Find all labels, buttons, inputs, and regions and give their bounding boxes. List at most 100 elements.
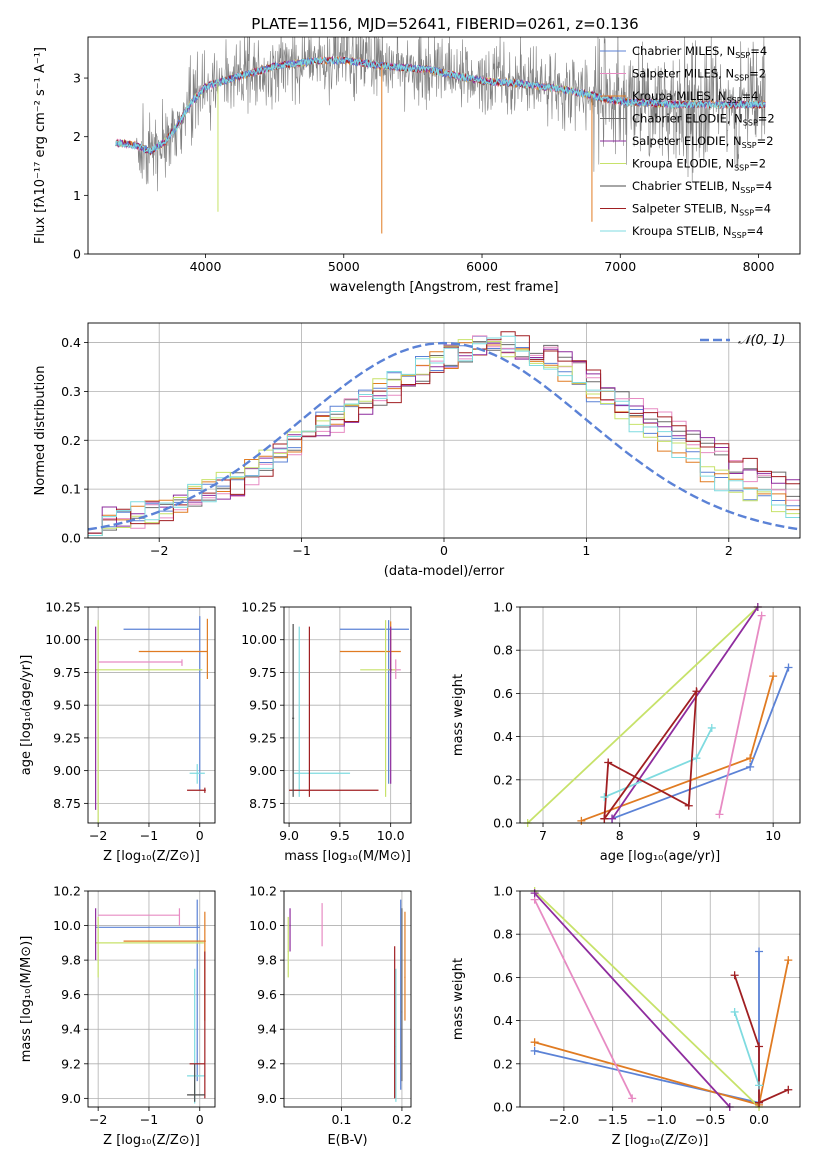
- axes-frame: [519, 606, 801, 824]
- legend-label: Chabrier MILES, NSSP=4: [632, 44, 767, 60]
- weight-marker: [530, 1038, 539, 1047]
- tick-label-x: 5000: [328, 259, 360, 274]
- tick-label-y: 0.8: [493, 927, 513, 942]
- weight-marker: [628, 1094, 637, 1103]
- weight-line: [533, 891, 760, 1107]
- legend-label: Kroupa STELIB, NSSP=4: [632, 224, 763, 240]
- tick-label-y: 0.6: [493, 970, 513, 985]
- tick-label-y: 0.6: [493, 686, 513, 701]
- tick-label-x: −1.0: [646, 1112, 676, 1127]
- tick-label-x: 10.0: [377, 828, 405, 843]
- axes-frame: [283, 890, 412, 1108]
- tick-label-y: 0: [73, 247, 81, 262]
- tick-label-y: 9.0: [61, 1091, 81, 1106]
- tick-label-y: 0.2: [493, 1056, 513, 1071]
- tick-label-y: 9.50: [249, 698, 277, 713]
- tick-label-y: 0.0: [61, 531, 81, 546]
- tick-label-y: 9.2: [257, 1056, 277, 1071]
- y-axis-label: age [log₁₀(age/yr)]: [19, 655, 34, 776]
- tick-label-y: 9.8: [61, 953, 81, 968]
- weight-marker: [608, 814, 617, 823]
- legend-label: Salpeter ELODIE, NSSP=2: [632, 134, 774, 150]
- weight-line: [718, 615, 763, 815]
- axes-frame: [87, 322, 801, 539]
- tick-label-x: 0.2: [392, 1112, 412, 1127]
- tick-label-y: 0.2: [61, 433, 81, 448]
- legend-label: Salpeter MILES, NSSP=2: [632, 67, 766, 83]
- x-axis-label: mass [log₁₀(M/M⊙)]: [284, 849, 411, 864]
- tick-label-y: 9.8: [257, 953, 277, 968]
- plot-content: [284, 891, 411, 1107]
- plot-content: [88, 891, 215, 1107]
- y-axis-label: mass [log₁₀(M/M⊙)]: [19, 936, 34, 1063]
- x-axis-label: Z [log₁₀(Z/Z⊙)]: [103, 849, 200, 864]
- panel-weight_vs_age: 7 8 9 10 0.0 0.2 0.4 0.6 0.8 1.0 age [log₁₀(age/yr…: [451, 600, 801, 864]
- tick-label-x: −1: [292, 543, 310, 558]
- tick-label-x: −2: [150, 543, 168, 558]
- weight-marker: [577, 816, 586, 825]
- tick-label-x: 9.0: [279, 828, 299, 843]
- tick-label-y: 0.8: [493, 643, 513, 658]
- weight-marker: [692, 754, 701, 763]
- weight-line: [733, 1011, 760, 1086]
- x-axis-label: (data-model)/error: [384, 564, 505, 579]
- weight-line: [533, 899, 634, 1099]
- weight-marker: [692, 687, 701, 696]
- x-axis-label: Z [log₁₀(Z/Z⊙)]: [103, 1133, 200, 1148]
- panel-mass_vs_ebv: 0.1 0.2 9.0 9.2 9.4 9.6 9.8 10.0 10.2 E(B-V): [249, 884, 412, 1149]
- tick-label-y: 9.25: [53, 730, 81, 745]
- tick-label-y: 2: [73, 129, 81, 144]
- tick-label-y: 0.0: [493, 1100, 513, 1115]
- tick-label-x: 9.5: [330, 828, 350, 843]
- tick-label-y: 10.00: [241, 632, 277, 647]
- tick-label-y: 1.0: [493, 600, 513, 615]
- tick-label-y: 9.75: [53, 665, 81, 680]
- histogram-step: [88, 335, 800, 536]
- panel-mass_vs_Z: −2 −1 0 9.0 9.2 9.4 9.6 9.8 10.0 10.2 Z [log₁₀(Z/Z…: [19, 884, 216, 1148]
- axes-frame: [87, 890, 216, 1108]
- x-axis-label: Z [log₁₀(Z/Z⊙)]: [612, 1133, 709, 1148]
- legend-label: Chabrier STELIB, NSSP=4: [632, 179, 772, 195]
- weight-marker: [715, 810, 724, 819]
- weight-marker: [600, 814, 609, 823]
- tick-label-y: 0.4: [61, 335, 81, 350]
- tick-label-x: 8: [616, 828, 624, 843]
- tick-label-x: 4000: [190, 259, 222, 274]
- tick-label-y: 0.2: [493, 772, 513, 787]
- y-axis-label: mass weight: [451, 674, 466, 756]
- panel-residuals: −2 −1 0 1 2 0.0 0.1 0.2 0.3 0.4 (data-model)/error…: [33, 322, 801, 579]
- weight-marker: [600, 793, 609, 802]
- weight-line: [527, 607, 759, 823]
- legend-label: 𝒩(0, 1): [738, 333, 785, 348]
- x-axis-label: wavelength [Angstrom, rest frame]: [330, 280, 559, 295]
- tick-label-x: −1: [140, 1112, 158, 1127]
- tick-label-y: 9.6: [61, 987, 81, 1002]
- x-axis-label: E(B-V): [327, 1133, 367, 1148]
- tick-label-y: 9.50: [53, 698, 81, 713]
- tick-label-y: 10.0: [53, 918, 81, 933]
- plot-content: [88, 607, 215, 823]
- weight-marker: [730, 1007, 739, 1016]
- tick-label-y: 10.25: [45, 600, 81, 615]
- tick-label-y: 10.2: [53, 884, 81, 899]
- y-axis-label: mass weight: [451, 958, 466, 1040]
- y-axis-label: Normed distribution: [33, 366, 48, 496]
- tick-label-x: 0: [196, 828, 204, 843]
- plot-area: [88, 891, 215, 1107]
- tick-label-y: 3: [73, 71, 81, 86]
- weight-line: [733, 974, 789, 1105]
- panel-spectrum: 4000 5000 6000 7000 8000 0 1 2 3 wavelength [Angs…: [33, 36, 801, 295]
- plot-content: [115, 37, 766, 234]
- weight-marker: [755, 947, 764, 956]
- tick-label-y: 9.00: [249, 763, 277, 778]
- plot-area: [88, 607, 215, 823]
- tick-label-x: 1: [582, 543, 590, 558]
- tick-label-y: 9.0: [257, 1091, 277, 1106]
- weight-marker: [746, 762, 755, 771]
- legend-label: Chabrier ELODIE, NSSP=2: [632, 112, 775, 128]
- normal-curve: [88, 341, 800, 531]
- weight-marker: [757, 611, 766, 620]
- weight-marker: [784, 1085, 793, 1094]
